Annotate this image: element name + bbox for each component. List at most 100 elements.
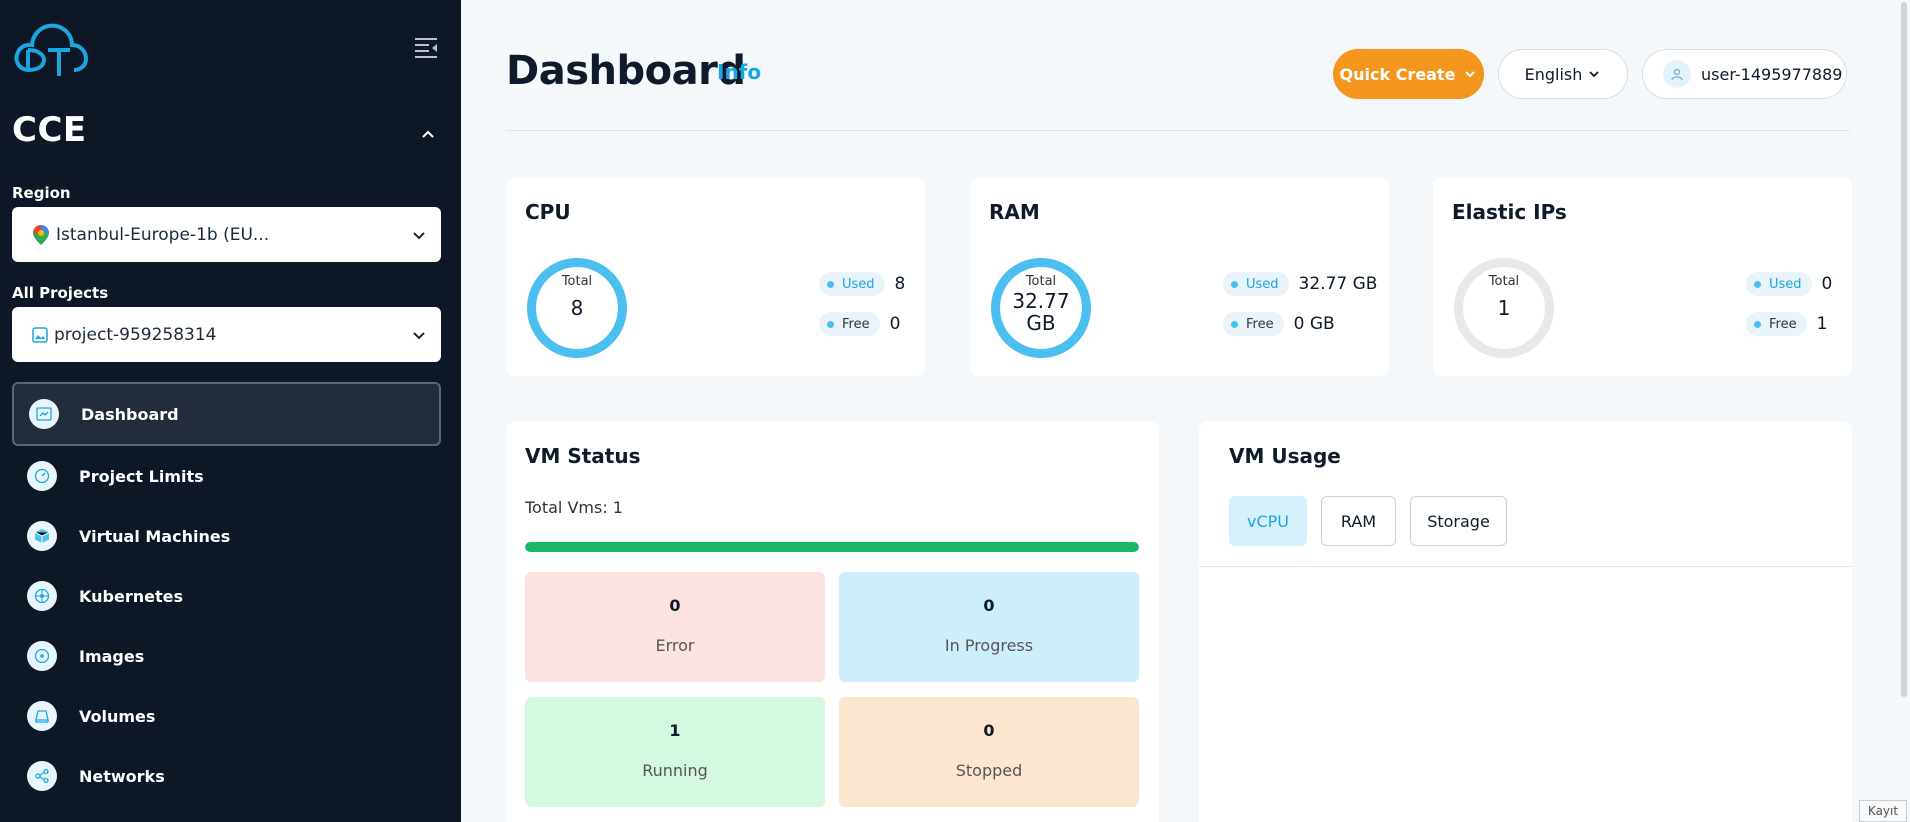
projects-label: All Projects: [12, 284, 109, 302]
total-value-unit: GB: [1026, 311, 1056, 335]
sidebar-item-label: Project Limits: [79, 466, 204, 486]
ram-donut-chart: [991, 258, 1091, 358]
tab-divider: [1199, 566, 1852, 567]
vm-status-card: VM Status Total Vms: 1 0 Error 0 In Prog…: [506, 422, 1159, 822]
used-value: 0: [1821, 274, 1833, 294]
tab-ram[interactable]: RAM: [1321, 496, 1396, 546]
card-title: VM Usage: [1229, 444, 1341, 468]
total-vms: Total Vms: 1: [525, 498, 623, 517]
share-icon: [27, 761, 57, 791]
status-running-box[interactable]: 1 Running: [525, 697, 825, 807]
used-label: Used: [842, 276, 875, 292]
vm-usage-card: VM Usage vCPU RAM Storage: [1199, 422, 1852, 822]
project-select[interactable]: project-959258314: [12, 307, 441, 362]
total-label: Total: [1488, 274, 1520, 289]
page-title: Dashboard: [506, 48, 746, 94]
image-icon: [32, 326, 48, 343]
total-label: Total: [561, 274, 593, 289]
used-pill: Used: [1223, 272, 1289, 296]
status-label: Running: [642, 761, 708, 780]
kubernetes-icon: [27, 581, 57, 611]
sidebar-item-virtual-machines[interactable]: Virtual Machines: [12, 506, 441, 566]
card-title: VM Status: [525, 444, 641, 468]
main-content: Dashboard Info Quick Create English user…: [461, 0, 1910, 822]
used-label: Used: [1769, 276, 1802, 292]
cpu-donut-chart: [527, 258, 627, 358]
legend-used: Used 8: [819, 272, 905, 296]
card-title: RAM: [989, 200, 1040, 224]
sidebar-item-label: Dashboard: [81, 404, 179, 424]
used-dot: [1754, 280, 1761, 288]
sidebar-item-images[interactable]: Images: [12, 626, 441, 686]
legend-used: Used 32.77 GB: [1223, 272, 1377, 296]
legend-used: Used 0: [1746, 272, 1832, 296]
user-name: user-1495977889: [1701, 64, 1843, 84]
donut-center: Total 1: [1452, 274, 1556, 320]
free-label: Free: [1769, 316, 1797, 332]
header-divider: [506, 130, 1850, 131]
free-label: Free: [1246, 316, 1274, 332]
vm-progress-track: [525, 542, 1139, 552]
user-menu-button[interactable]: user-1495977889: [1642, 49, 1847, 99]
status-value: 0: [983, 721, 995, 740]
legend-free: Free 1: [1746, 312, 1827, 336]
chevron-down-icon: [1465, 71, 1476, 78]
tab-vcpu[interactable]: vCPU: [1229, 496, 1307, 546]
free-pill: Free: [1746, 312, 1807, 336]
donut-center: Total 8: [525, 274, 629, 320]
sidebar: CCE Region Istanbul-Europe-1b (EU... All…: [0, 0, 461, 822]
user-avatar-icon: [1663, 60, 1691, 88]
page-scrollbar[interactable]: [1899, 0, 1910, 700]
dashboard-icon: [29, 399, 59, 429]
quick-create-button[interactable]: Quick Create: [1333, 49, 1484, 99]
kayit-button[interactable]: Kayıt: [1859, 800, 1907, 822]
gauge-icon: [27, 461, 57, 491]
sidebar-nav: Dashboard Project Limits Virtual Machine…: [12, 382, 441, 806]
sidebar-item-label: Kubernetes: [79, 586, 183, 606]
tab-storage[interactable]: Storage: [1410, 496, 1507, 546]
elastic-ips-donut-chart: [1454, 258, 1554, 358]
language-label: English: [1524, 64, 1583, 84]
free-value: 0 GB: [1293, 314, 1335, 334]
collapse-sidebar-icon[interactable]: [412, 34, 440, 62]
chevron-down-icon: [413, 231, 425, 239]
used-value: 8: [894, 274, 906, 294]
sidebar-item-networks[interactable]: Networks: [12, 746, 441, 806]
cloud-logo-icon[interactable]: [12, 18, 88, 78]
region-label: Region: [12, 184, 71, 202]
section-title: CCE: [12, 110, 87, 150]
elastic-ips-card: Elastic IPs Total 1 Used 0 Free 1: [1433, 178, 1852, 376]
scroll-thumb[interactable]: [1901, 2, 1907, 697]
status-label: In Progress: [944, 636, 1034, 655]
donut-center: Total 32.77 GB: [989, 274, 1093, 334]
status-stopped-box[interactable]: 0 Stopped: [839, 697, 1139, 807]
region-value: Istanbul-Europe-1b (EU...: [56, 224, 270, 245]
free-dot: [1754, 320, 1761, 328]
disc-icon: [27, 641, 57, 671]
used-pill: Used: [1746, 272, 1812, 296]
sidebar-item-label: Networks: [79, 766, 165, 786]
sidebar-item-kubernetes[interactable]: Kubernetes: [12, 566, 441, 626]
status-label: Error: [655, 636, 695, 655]
free-value: 1: [1816, 314, 1828, 334]
total-value: 1: [1497, 296, 1511, 320]
total-label: Total: [1025, 274, 1057, 289]
status-error-box[interactable]: 0 Error: [525, 572, 825, 682]
chevron-up-icon[interactable]: [418, 124, 438, 144]
sidebar-item-volumes[interactable]: Volumes: [12, 686, 441, 746]
region-select[interactable]: Istanbul-Europe-1b (EU...: [12, 207, 441, 262]
language-select[interactable]: English: [1498, 49, 1628, 99]
sidebar-item-project-limits[interactable]: Project Limits: [12, 446, 441, 506]
status-value: 0: [983, 596, 995, 615]
map-pin-icon: [33, 224, 49, 245]
status-value: 1: [669, 721, 681, 740]
free-label: Free: [842, 316, 870, 332]
chevron-down-icon: [413, 331, 425, 339]
volume-icon: [27, 701, 57, 731]
sidebar-item-label: Images: [79, 646, 145, 666]
used-dot: [827, 280, 834, 288]
status-value: 0: [669, 596, 681, 615]
sidebar-item-dashboard[interactable]: Dashboard: [12, 382, 441, 446]
status-in-progress-box[interactable]: 0 In Progress: [839, 572, 1139, 682]
info-link[interactable]: Info: [717, 60, 762, 84]
